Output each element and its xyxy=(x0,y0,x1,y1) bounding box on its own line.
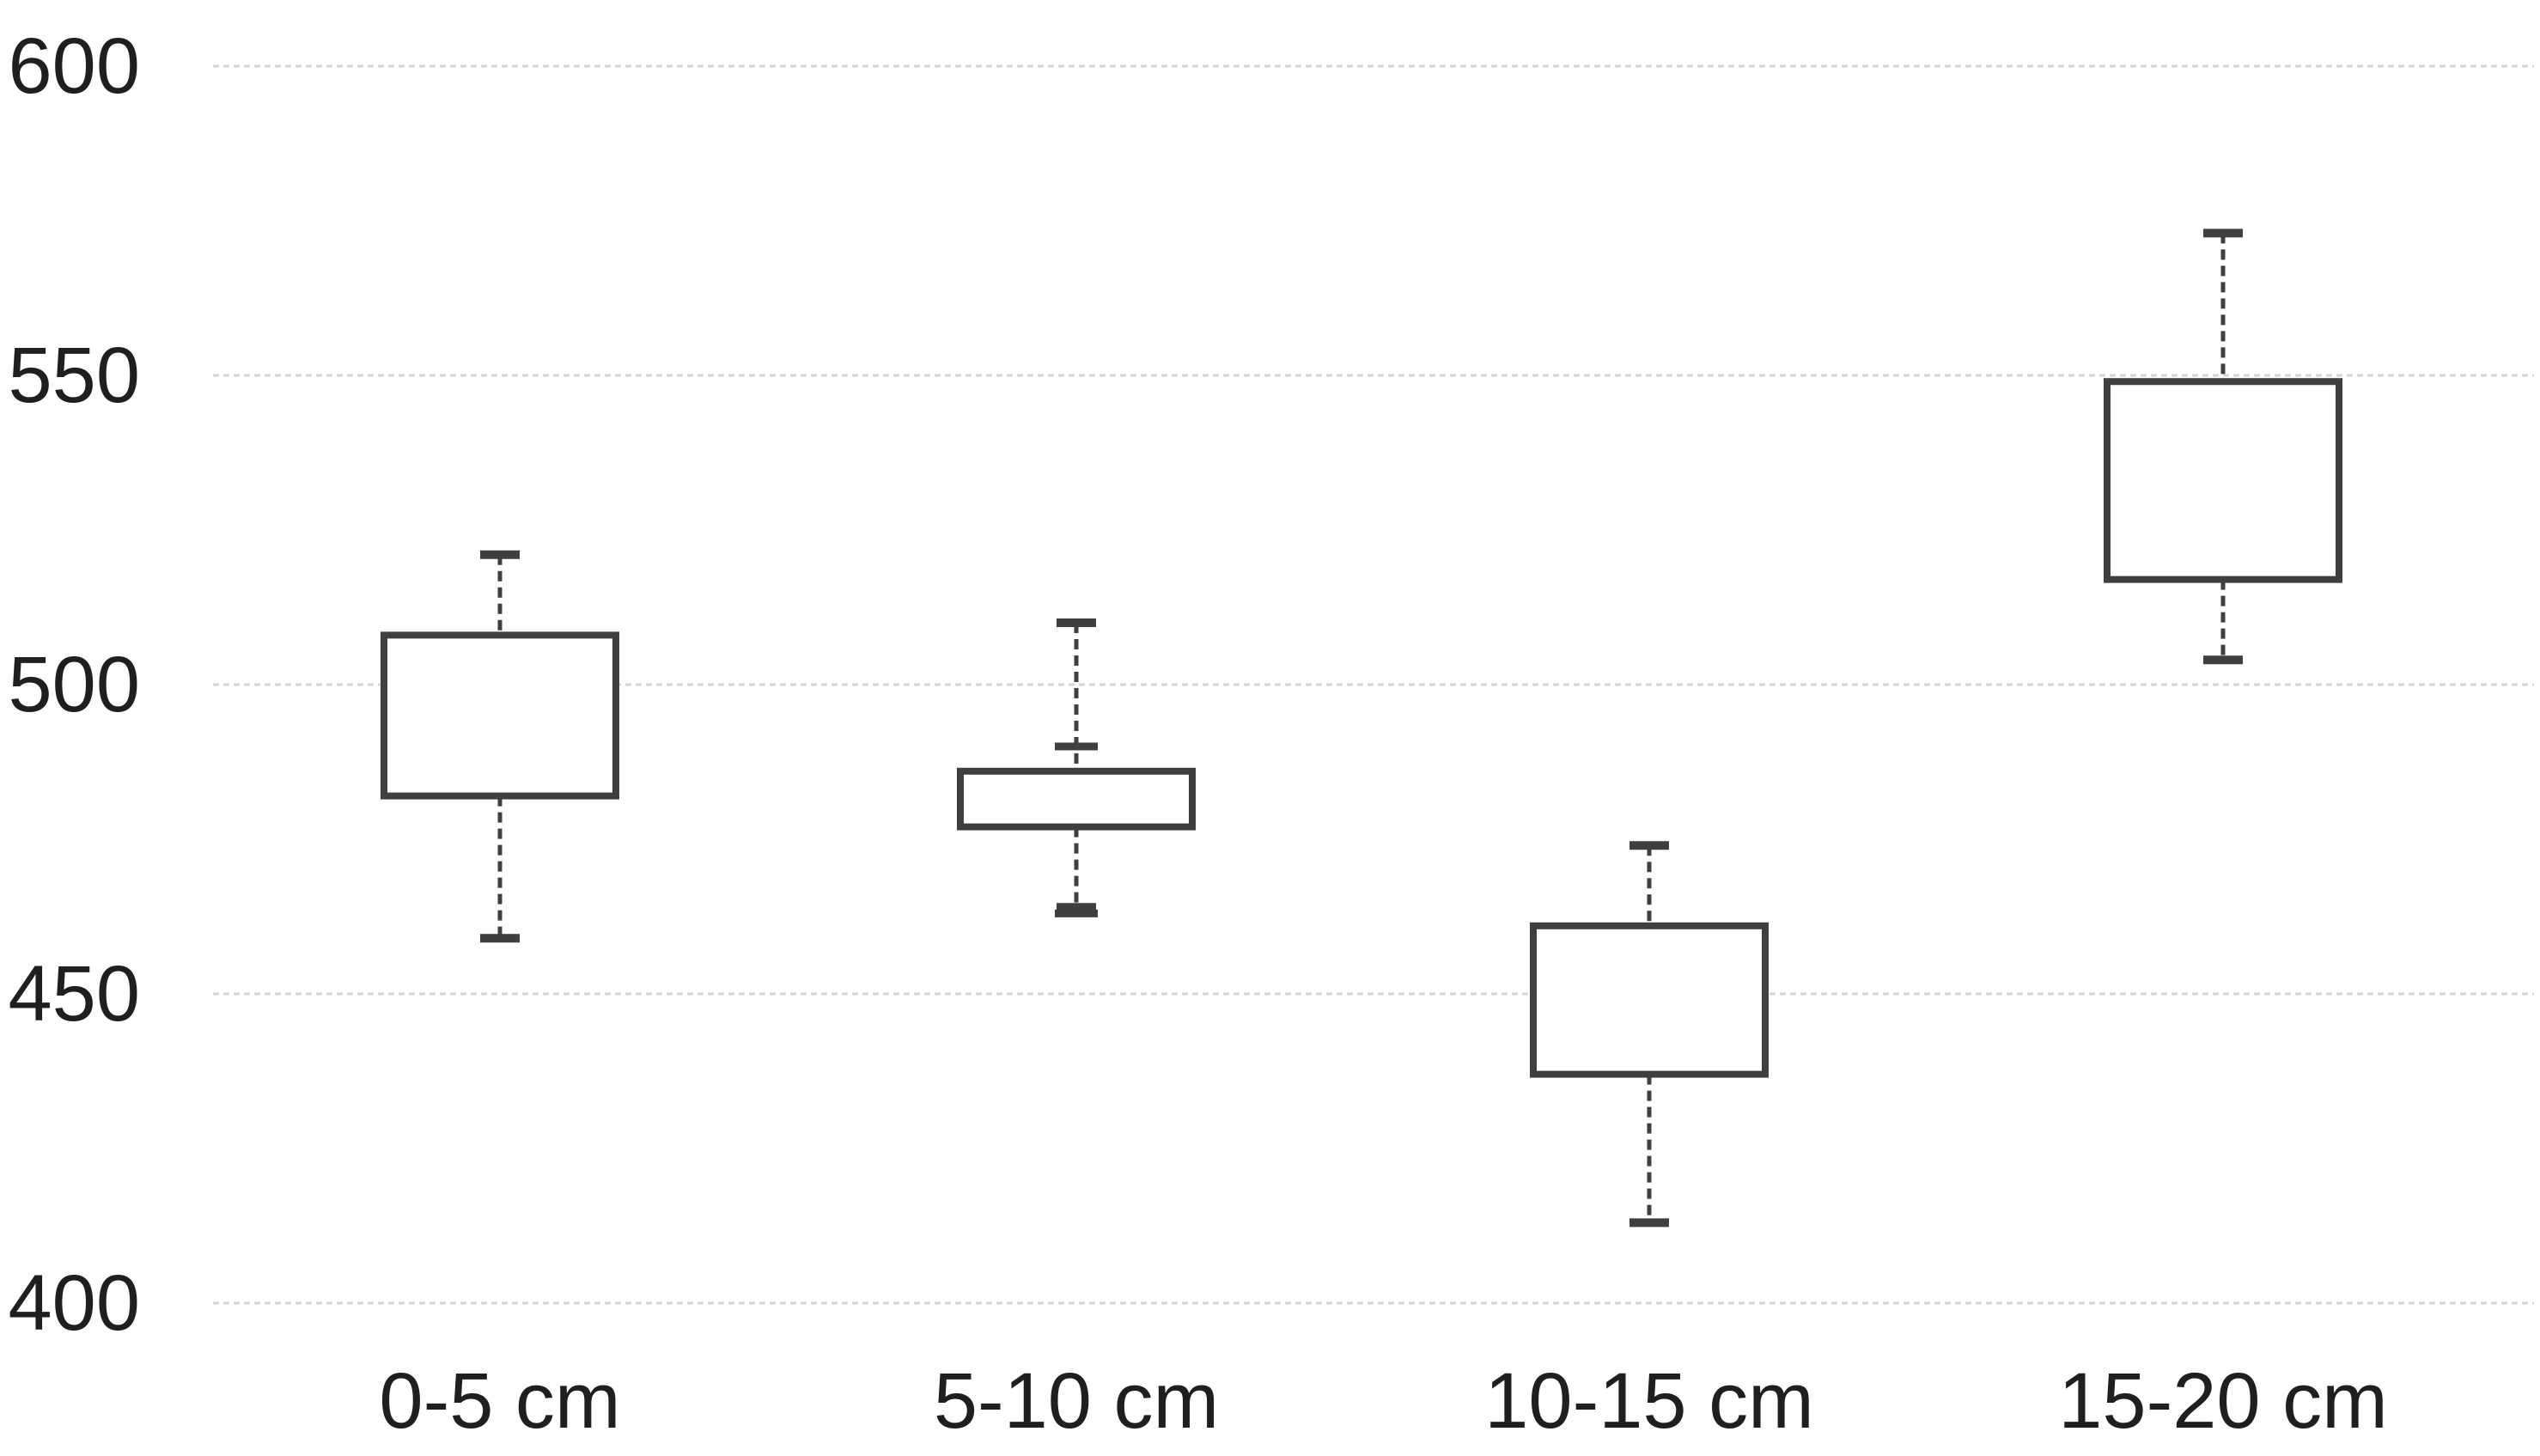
y-tick-label-400: 400 xyxy=(9,1259,141,1347)
box-2 xyxy=(957,767,1196,831)
x-category-label-4: 15-20 cm xyxy=(2058,1357,2388,1445)
box-1 xyxy=(381,631,619,800)
y-tick-label-500: 500 xyxy=(9,641,141,728)
x-category-label-2: 5-10 cm xyxy=(934,1357,1219,1445)
x-category-label-1: 0-5 cm xyxy=(379,1357,620,1445)
box-4 xyxy=(2104,378,2342,583)
y-tick-label-550: 550 xyxy=(9,332,141,419)
x-category-label-3: 10-15 cm xyxy=(1484,1357,1814,1445)
y-tick-label-600: 600 xyxy=(9,22,141,110)
y-tick-label-450: 450 xyxy=(9,950,141,1038)
box-3 xyxy=(1530,922,1769,1078)
